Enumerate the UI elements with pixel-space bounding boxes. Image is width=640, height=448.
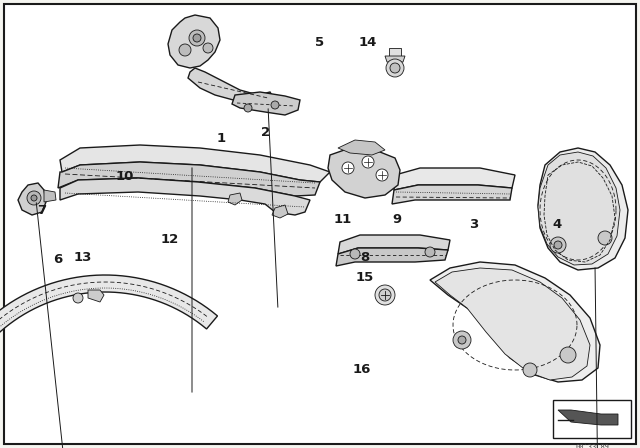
Text: 3: 3 [469,217,478,231]
Circle shape [386,59,404,77]
Polygon shape [188,68,275,106]
Polygon shape [60,145,330,182]
Circle shape [458,336,466,344]
Polygon shape [430,262,600,382]
Circle shape [550,237,566,253]
Polygon shape [60,178,310,215]
Circle shape [554,241,562,249]
Text: 15: 15 [356,271,374,284]
Circle shape [27,191,41,205]
Circle shape [350,249,360,259]
Polygon shape [558,410,618,425]
Text: 5: 5 [316,36,324,49]
Circle shape [523,363,537,377]
Polygon shape [392,185,512,204]
Circle shape [376,169,388,181]
Circle shape [203,43,213,53]
Polygon shape [88,290,104,302]
Polygon shape [336,248,448,266]
Polygon shape [58,162,320,196]
Circle shape [453,331,471,349]
Polygon shape [328,148,400,198]
Polygon shape [168,15,220,68]
Circle shape [189,30,205,46]
Circle shape [193,34,201,42]
Polygon shape [228,193,242,205]
Text: 11: 11 [333,213,351,226]
Circle shape [244,104,252,112]
Polygon shape [338,140,385,155]
Polygon shape [272,205,288,218]
Text: 2: 2 [261,125,270,139]
Text: 6: 6 [53,253,62,267]
Text: 9: 9 [392,213,401,226]
Bar [389,48,401,56]
Text: 1: 1 [216,132,225,146]
Polygon shape [44,190,56,202]
Polygon shape [338,235,450,254]
Circle shape [179,44,191,56]
Polygon shape [385,56,405,62]
Text: 12: 12 [161,233,179,246]
Polygon shape [18,183,46,215]
Text: 16: 16 [353,363,371,376]
Circle shape [375,285,395,305]
Text: 13: 13 [74,251,92,264]
Circle shape [425,247,435,257]
Polygon shape [394,168,515,190]
Text: 8: 8 [360,251,369,264]
Circle shape [362,156,374,168]
Circle shape [598,231,612,245]
Bar [553,400,631,438]
Polygon shape [538,152,620,265]
Polygon shape [538,148,628,270]
Circle shape [73,293,83,303]
Text: 14: 14 [359,36,377,49]
Circle shape [390,63,400,73]
Text: 7: 7 [37,204,46,217]
Circle shape [379,289,391,301]
Circle shape [560,347,576,363]
Text: 10: 10 [116,170,134,184]
Polygon shape [435,268,590,380]
Text: 00`33`89: 00`33`89 [575,444,609,448]
Circle shape [342,162,354,174]
Circle shape [271,101,279,109]
Polygon shape [0,275,218,383]
Text: 4: 4 [552,217,561,231]
Circle shape [31,195,37,201]
Polygon shape [232,92,300,115]
